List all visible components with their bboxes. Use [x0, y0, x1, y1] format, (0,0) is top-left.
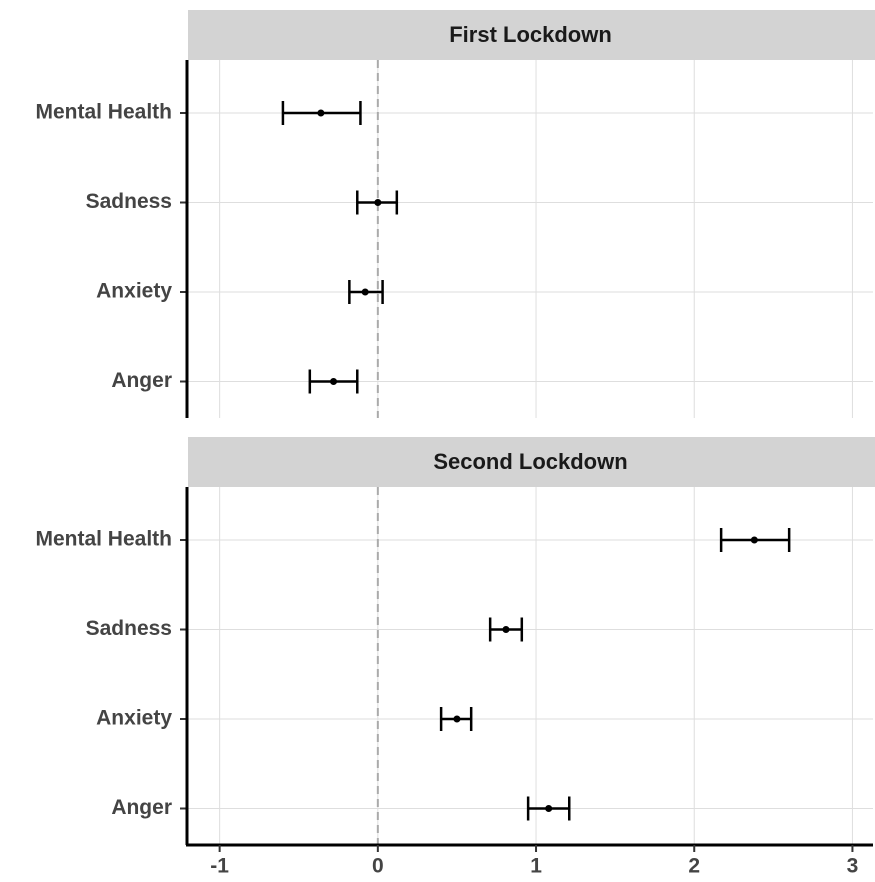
facet-title: Second Lockdown — [433, 449, 627, 474]
point — [502, 626, 510, 633]
category-label: Anxiety — [96, 280, 172, 303]
category-label: Anger — [111, 369, 172, 392]
point — [317, 109, 325, 117]
facet-strip — [188, 437, 875, 487]
category-label: Sadness — [86, 617, 172, 640]
point — [545, 805, 553, 812]
facet-title: First Lockdown — [449, 22, 612, 47]
category-label: Sadness — [86, 190, 172, 213]
x-tick-label: 2 — [688, 855, 700, 878]
category-label: Anger — [111, 796, 172, 819]
x-tick-label: 0 — [372, 855, 384, 878]
category-label: Mental Health — [35, 528, 172, 551]
x-tick-label: 3 — [847, 855, 859, 878]
point — [361, 288, 369, 296]
x-tick-label: -1 — [210, 855, 229, 878]
facet-strip — [188, 10, 875, 60]
x-tick-label: 1 — [530, 855, 542, 878]
category-label: Anxiety — [96, 707, 172, 730]
point — [374, 199, 382, 206]
point — [453, 715, 461, 723]
point — [330, 378, 338, 385]
point — [750, 536, 758, 544]
category-label: Mental Health — [35, 101, 172, 124]
